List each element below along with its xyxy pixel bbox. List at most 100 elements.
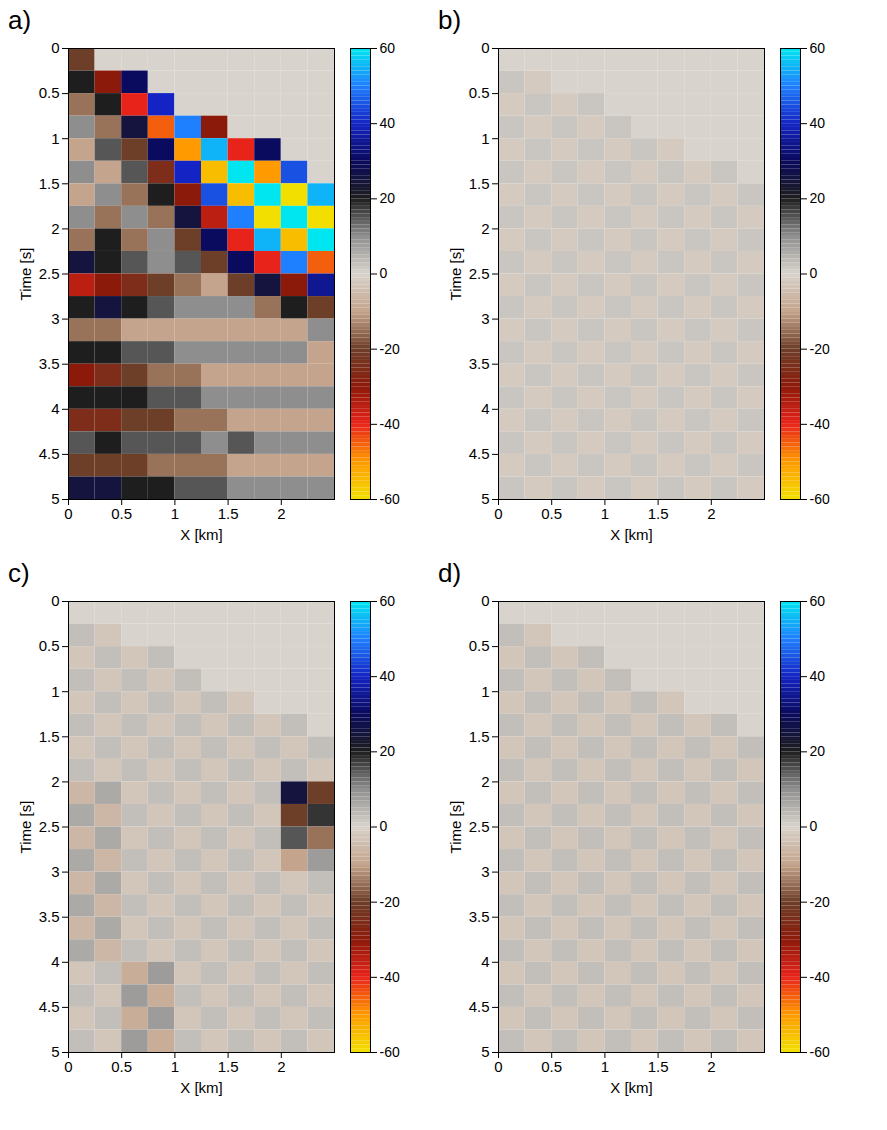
svg-text:4.5: 4.5 — [39, 998, 60, 1015]
svg-text:1: 1 — [601, 1058, 609, 1075]
svg-text:4.5: 4.5 — [469, 445, 490, 462]
svg-text:Time [s]: Time [s] — [447, 248, 464, 301]
svg-text:1.5: 1.5 — [218, 505, 239, 522]
svg-text:2: 2 — [51, 773, 59, 790]
svg-text:-60: -60 — [380, 1044, 400, 1060]
svg-text:40: 40 — [810, 115, 826, 131]
svg-text:0: 0 — [380, 265, 388, 281]
svg-text:1: 1 — [51, 683, 59, 700]
svg-text:40: 40 — [810, 668, 826, 684]
svg-text:0.5: 0.5 — [469, 637, 490, 654]
svg-text:0: 0 — [481, 592, 489, 609]
svg-text:0: 0 — [380, 818, 388, 834]
svg-text:60: 60 — [380, 593, 396, 609]
svg-text:2.5: 2.5 — [469, 818, 490, 835]
svg-text:0: 0 — [494, 1058, 502, 1075]
svg-text:2: 2 — [277, 1058, 285, 1075]
svg-text:1.5: 1.5 — [39, 175, 60, 192]
svg-text:1: 1 — [481, 130, 489, 147]
svg-text:Time [s]: Time [s] — [447, 801, 464, 854]
svg-text:60: 60 — [810, 40, 826, 56]
svg-text:40: 40 — [380, 115, 396, 131]
svg-text:3: 3 — [51, 310, 59, 327]
svg-text:X [km]: X [km] — [180, 1079, 223, 1096]
svg-text:1.5: 1.5 — [39, 728, 60, 745]
svg-text:0.5: 0.5 — [111, 1058, 132, 1075]
svg-text:4: 4 — [51, 953, 59, 970]
svg-text:1: 1 — [481, 683, 489, 700]
svg-text:2: 2 — [481, 773, 489, 790]
svg-text:0.5: 0.5 — [469, 84, 490, 101]
svg-text:2: 2 — [481, 220, 489, 237]
svg-text:20: 20 — [380, 743, 396, 759]
svg-text:3.5: 3.5 — [469, 355, 490, 372]
svg-text:4: 4 — [481, 400, 489, 417]
svg-text:-20: -20 — [810, 341, 830, 357]
svg-text:0: 0 — [810, 818, 818, 834]
svg-text:4: 4 — [51, 400, 59, 417]
svg-text:5: 5 — [481, 1043, 489, 1060]
svg-text:-40: -40 — [380, 416, 400, 432]
svg-text:-20: -20 — [380, 894, 400, 910]
svg-text:0.5: 0.5 — [541, 1058, 562, 1075]
svg-text:20: 20 — [810, 743, 826, 759]
svg-text:5: 5 — [51, 490, 59, 507]
svg-text:60: 60 — [380, 40, 396, 56]
svg-text:-60: -60 — [810, 1044, 830, 1060]
svg-text:X [km]: X [km] — [610, 1079, 653, 1096]
svg-text:20: 20 — [380, 190, 396, 206]
svg-text:1.5: 1.5 — [648, 1058, 669, 1075]
svg-text:5: 5 — [51, 1043, 59, 1060]
svg-text:1.5: 1.5 — [648, 505, 669, 522]
svg-text:X [km]: X [km] — [610, 526, 653, 543]
svg-text:1: 1 — [601, 505, 609, 522]
svg-text:4.5: 4.5 — [469, 998, 490, 1015]
svg-text:0: 0 — [810, 265, 818, 281]
svg-text:2.5: 2.5 — [39, 818, 60, 835]
svg-text:-60: -60 — [380, 491, 400, 507]
svg-text:0: 0 — [481, 39, 489, 56]
svg-text:3.5: 3.5 — [39, 355, 60, 372]
svg-text:20: 20 — [810, 190, 826, 206]
svg-text:0.5: 0.5 — [111, 505, 132, 522]
svg-text:-20: -20 — [380, 341, 400, 357]
svg-text:2.5: 2.5 — [469, 265, 490, 282]
svg-text:3: 3 — [481, 863, 489, 880]
svg-text:2.5: 2.5 — [39, 265, 60, 282]
svg-text:3.5: 3.5 — [39, 908, 60, 925]
svg-text:60: 60 — [810, 593, 826, 609]
svg-text:-60: -60 — [810, 491, 830, 507]
svg-text:-40: -40 — [810, 969, 830, 985]
svg-text:2: 2 — [707, 1058, 715, 1075]
svg-text:40: 40 — [380, 668, 396, 684]
svg-text:2: 2 — [51, 220, 59, 237]
svg-text:3.5: 3.5 — [469, 908, 490, 925]
svg-text:2: 2 — [277, 505, 285, 522]
svg-text:1: 1 — [171, 505, 179, 522]
svg-text:-40: -40 — [810, 416, 830, 432]
svg-text:0: 0 — [64, 1058, 72, 1075]
svg-text:0.5: 0.5 — [541, 505, 562, 522]
svg-text:Time [s]: Time [s] — [17, 248, 34, 301]
svg-text:Time [s]: Time [s] — [17, 801, 34, 854]
svg-text:1.5: 1.5 — [469, 728, 490, 745]
svg-text:3: 3 — [51, 863, 59, 880]
svg-text:X [km]: X [km] — [180, 526, 223, 543]
svg-text:2: 2 — [707, 505, 715, 522]
svg-text:1: 1 — [51, 130, 59, 147]
svg-text:0: 0 — [51, 592, 59, 609]
svg-text:1: 1 — [171, 1058, 179, 1075]
svg-text:1.5: 1.5 — [218, 1058, 239, 1075]
svg-text:0.5: 0.5 — [39, 637, 60, 654]
svg-text:0: 0 — [51, 39, 59, 56]
svg-text:1.5: 1.5 — [469, 175, 490, 192]
svg-text:3: 3 — [481, 310, 489, 327]
svg-text:0: 0 — [494, 505, 502, 522]
svg-text:-40: -40 — [380, 969, 400, 985]
svg-text:5: 5 — [481, 490, 489, 507]
svg-text:-20: -20 — [810, 894, 830, 910]
svg-text:0.5: 0.5 — [39, 84, 60, 101]
svg-text:4.5: 4.5 — [39, 445, 60, 462]
svg-text:0: 0 — [64, 505, 72, 522]
svg-text:4: 4 — [481, 953, 489, 970]
